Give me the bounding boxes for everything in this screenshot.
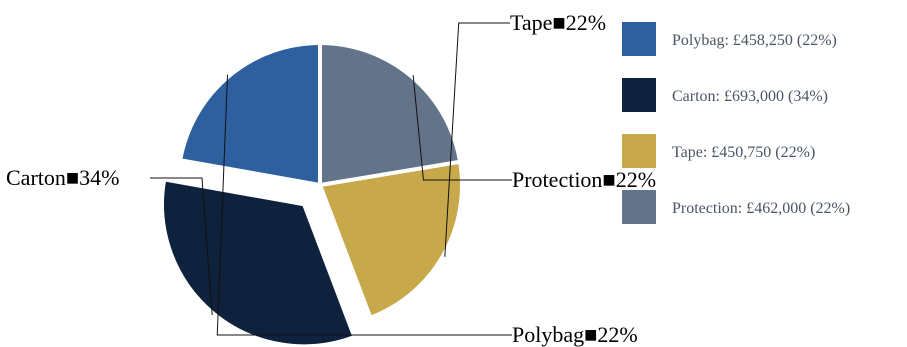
pie-slice-protection (318, 41, 463, 187)
legend-label-protection: Protection: £462,000 (22%) (672, 200, 850, 217)
callout-leaders (150, 22, 512, 336)
pie-slices (160, 41, 464, 347)
leader-line-protection (412, 75, 512, 181)
pie-slice-carton (160, 177, 357, 347)
legend-label-carton: Carton: £693,000 (34%) (672, 88, 828, 105)
pie-slice-polybag (178, 41, 322, 187)
leader-line-tape (444, 22, 510, 257)
callout-label-polybag: Polybag■22% (512, 322, 638, 347)
legend-label-polybag: Polybag: £458,250 (22%) (672, 32, 837, 49)
pie-slice-tape (318, 159, 464, 320)
legend-swatch-tape (622, 134, 656, 168)
leader-line-polybag (216, 74, 512, 336)
legend-swatch-protection (622, 190, 656, 224)
leader-line-carton (150, 177, 213, 316)
legend: Polybag: £458,250 (22%) Carton: £693,000 … (622, 22, 850, 224)
callout-label-protection: Protection■22% (512, 167, 656, 192)
legend-swatch-carton (622, 78, 656, 112)
callout-label-tape: Tape■22% (510, 10, 606, 35)
legend-swatch-polybag (622, 22, 656, 56)
legend-label-tape: Tape: £450,750 (22%) (672, 144, 815, 161)
callout-label-carton: Carton■34% (6, 165, 120, 190)
callout-labels: Polybag■22% Carton■34% Tape■22% Protection■… (6, 10, 656, 347)
